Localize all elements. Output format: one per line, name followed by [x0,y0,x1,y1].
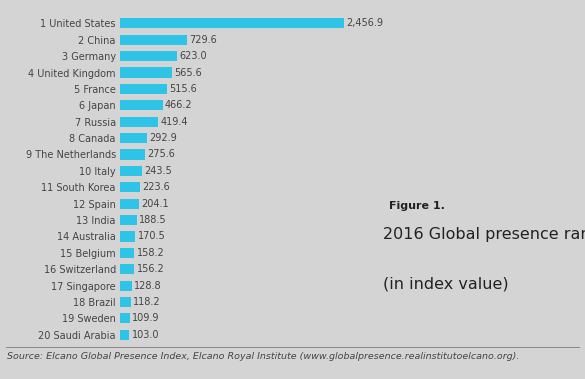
Bar [120,248,135,258]
Bar [120,51,177,61]
Text: 292.9: 292.9 [149,133,177,143]
Text: 243.5: 243.5 [144,166,172,176]
Bar [120,231,136,241]
Bar [120,34,187,45]
Text: 2016 Global presence ranking top 20: 2016 Global presence ranking top 20 [383,227,585,243]
Bar [120,313,130,324]
Text: 158.2: 158.2 [137,248,164,258]
Text: 223.6: 223.6 [143,182,170,192]
Text: 466.2: 466.2 [165,100,192,110]
Text: 128.8: 128.8 [134,280,161,291]
Text: Figure 1.: Figure 1. [389,201,445,211]
Text: 2,456.9: 2,456.9 [347,18,384,28]
Text: 170.5: 170.5 [138,232,166,241]
Text: (in index value): (in index value) [383,277,509,292]
Bar [120,100,163,110]
Text: 419.4: 419.4 [160,117,188,127]
Text: 204.1: 204.1 [141,199,168,209]
Text: 103.0: 103.0 [132,330,159,340]
Bar [120,264,134,274]
Text: 275.6: 275.6 [147,149,175,160]
Bar [120,330,129,340]
Bar [120,199,139,209]
Text: 109.9: 109.9 [132,313,160,323]
Text: Source: Elcano Global Presence Index, Elcano Royal Institute (www.globalpresence: Source: Elcano Global Presence Index, El… [7,352,519,361]
Text: 515.6: 515.6 [169,84,197,94]
Bar [120,84,167,94]
Bar [120,133,147,143]
Text: 156.2: 156.2 [136,264,164,274]
Bar [120,182,140,193]
Text: 623.0: 623.0 [179,51,207,61]
Text: 729.6: 729.6 [189,35,216,45]
Text: 565.6: 565.6 [174,67,202,78]
Bar [120,166,142,176]
Bar [120,117,158,127]
Text: 118.2: 118.2 [133,297,161,307]
Bar [120,215,137,225]
Bar [120,297,130,307]
Bar [120,280,132,291]
Bar [120,67,171,78]
Bar [120,18,345,28]
Bar [120,149,145,160]
Text: 188.5: 188.5 [139,215,167,225]
